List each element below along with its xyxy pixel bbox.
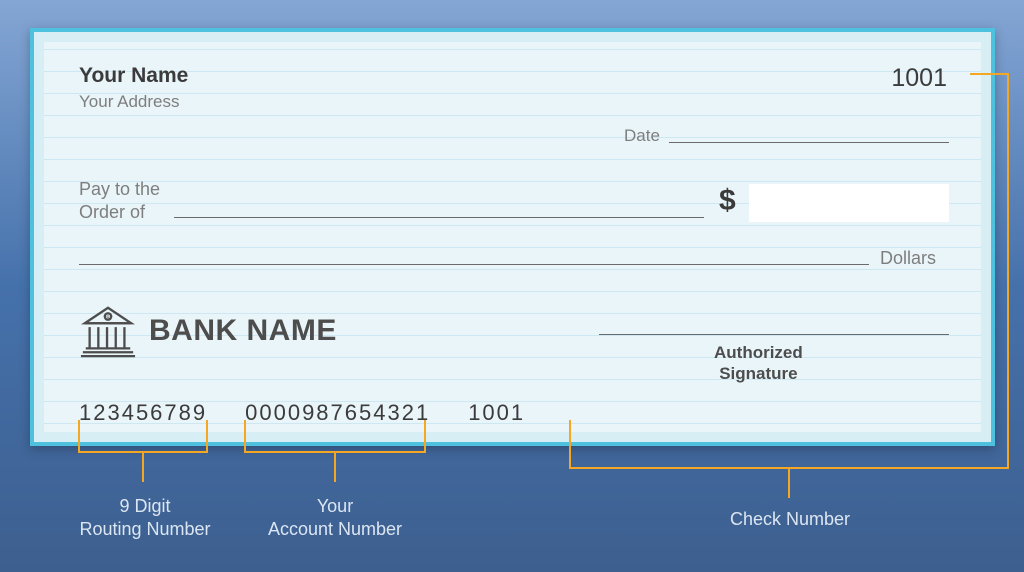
check-container: Your Name Your Address 1001 Date Pay to … xyxy=(30,28,995,446)
account-label-l2: Account Number xyxy=(268,519,402,539)
signature-line xyxy=(599,334,949,335)
bank-icon: $ xyxy=(79,302,137,360)
account-holder-address: Your Address xyxy=(79,92,180,112)
routing-label: 9 Digit Routing Number xyxy=(75,495,215,542)
pay-to-line1: Pay to the xyxy=(79,179,160,199)
routing-number: 123456789 xyxy=(79,400,207,426)
account-label: Your Account Number xyxy=(255,495,415,542)
pay-to-line2: Order of xyxy=(79,202,145,222)
check-paper: Your Name Your Address 1001 Date Pay to … xyxy=(44,42,981,432)
checknum-label-text: Check Number xyxy=(730,509,850,529)
account-number: 0000987654321 xyxy=(245,400,430,426)
dollar-sign: $ xyxy=(719,184,736,218)
check-number-top: 1001 xyxy=(891,64,947,93)
checknum-label: Check Number xyxy=(700,508,880,531)
check-number-bottom: 1001 xyxy=(468,400,525,426)
routing-label-l2: Routing Number xyxy=(79,519,210,539)
pay-to-label: Pay to the Order of xyxy=(79,178,160,223)
written-amount-line xyxy=(79,264,869,265)
account-holder-name: Your Name xyxy=(79,64,188,88)
micr-line: 123456789 0000987654321 1001 xyxy=(79,400,525,426)
date-label: Date xyxy=(624,126,660,146)
pay-to-line xyxy=(174,217,704,218)
routing-label-l1: 9 Digit xyxy=(119,496,170,516)
authsig-line1: Authorized xyxy=(714,343,803,362)
account-label-l1: Your xyxy=(317,496,353,516)
date-line xyxy=(669,142,949,143)
bank-name: BANK NAME xyxy=(149,314,337,348)
authorized-signature-label: Authorized Signature xyxy=(714,342,803,385)
authsig-line2: Signature xyxy=(719,364,797,383)
dollars-label: Dollars xyxy=(880,248,936,269)
amount-box xyxy=(749,184,949,222)
